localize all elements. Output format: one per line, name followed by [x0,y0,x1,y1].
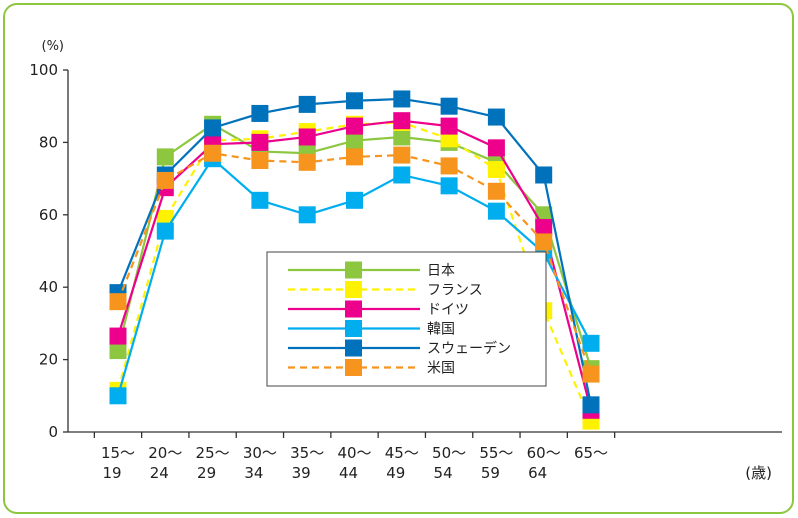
data-point [204,144,222,162]
legend-marker [345,281,362,298]
x-tick-label: 60～ [527,444,561,462]
x-tick-label: 20～ [148,444,182,462]
legend-marker [345,300,362,318]
x-tick-label: 65～ [574,444,608,462]
data-point [109,387,127,405]
legend-marker [345,261,362,279]
x-tick-label-line2: 49 [386,464,405,482]
data-point [487,202,505,220]
data-point [440,97,458,115]
y-tick-label: 40 [39,278,58,296]
data-point [535,166,553,184]
series-2 [109,112,600,419]
x-tick-label: 55～ [479,444,513,462]
data-point [535,233,553,251]
data-point [582,365,600,383]
legend-marker [345,339,362,357]
x-tick-label: 35～ [290,444,324,462]
legend-box [266,251,547,387]
x-tick-label: 15～ [101,444,135,462]
data-point [487,182,505,200]
series-3 [109,150,600,405]
x-tick-label-line2: 59 [481,464,500,482]
x-tick-label-line2: 44 [339,464,358,482]
data-point [582,334,600,352]
data-point [251,191,269,209]
x-tick-label-line2: 24 [150,464,169,482]
y-tick-label: 60 [39,206,58,224]
data-point [251,152,269,169]
data-point [109,293,127,311]
x-tick-label: 30～ [243,444,277,462]
x-tick-label-line2: 19 [102,464,121,482]
data-point [346,117,363,135]
x-tick-label-line2: 54 [434,464,453,482]
legend-label: 日本 [427,263,455,279]
data-point [535,218,553,236]
data-point [346,191,363,209]
data-point [487,161,505,179]
data-point [156,148,174,166]
data-point [393,112,411,130]
data-point [109,327,127,345]
data-point [487,108,505,126]
x-tick-label: 25～ [196,444,230,462]
data-point [440,177,458,195]
data-point [298,206,316,224]
data-point [251,133,269,151]
x-tick-label-line2: 39 [292,464,311,482]
x-tick-label-line2: 64 [528,464,547,482]
x-unit-label: (歳) [745,464,772,482]
legend-label: ドイツ [427,302,469,318]
axes: 0 20 40 60 80 100 (%) 15～ 19 20～ 24 25～ 29 30～ 34 35～ 39… [29,39,782,482]
data-point [156,222,174,240]
data-point [346,92,363,110]
series-5 [109,144,600,383]
x-tick-label-line2: 29 [197,464,216,482]
data-point [109,342,127,360]
legend-marker [345,320,362,337]
data-point [298,95,316,113]
x-tick-label: 45～ [385,444,419,462]
data-point [393,90,411,108]
data-point [298,128,316,146]
data-point [298,153,316,171]
x-tick-label-line2: 34 [244,464,263,482]
legend-label: スウェーデン [427,340,511,357]
data-point [393,128,411,146]
y-tick-label: 20 [39,351,58,369]
y-unit-label: (%) [42,39,65,54]
y-tick-label: 100 [29,61,58,79]
data-point [346,148,363,166]
data-point [156,171,174,189]
legend-label: フランス [427,283,483,299]
data-point [487,139,505,157]
data-point [393,146,411,164]
data-point [440,117,458,135]
x-tick-label: 50～ [432,444,466,462]
y-tick-label: 0 [48,423,58,441]
data-point [393,166,411,184]
x-tick-label: 40～ [337,444,371,462]
legend-label: 韓国 [427,322,455,338]
y-tick-label: 80 [39,133,58,151]
data-point [346,132,363,150]
legend-label: 米国 [427,361,455,377]
data-point [204,119,222,137]
series-layer [109,90,600,430]
data-point [582,396,600,414]
legend-marker [345,359,362,376]
data-point [251,104,269,122]
data-point [440,157,458,175]
